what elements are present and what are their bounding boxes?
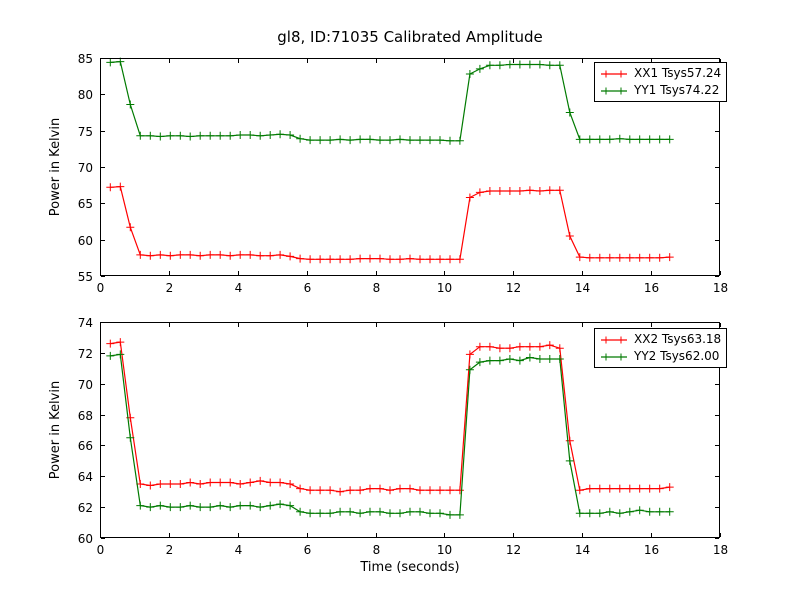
y-axis-label-top: Power in Kelvin bbox=[48, 117, 63, 217]
y-axis-label-bottom: Power in Kelvin bbox=[48, 380, 63, 480]
x-tick-label: 4 bbox=[235, 543, 243, 557]
y-tick-label: 62 bbox=[78, 501, 93, 515]
legend-line-sample-icon bbox=[601, 70, 627, 77]
y-tick-label: 72 bbox=[78, 347, 93, 361]
y-tick-label: 75 bbox=[78, 125, 93, 139]
y-tick-label: 65 bbox=[78, 197, 93, 211]
y-tick-label: 70 bbox=[78, 378, 93, 392]
x-tick-label: 0 bbox=[97, 543, 105, 557]
y-tick-label: 60 bbox=[78, 532, 93, 546]
x-tick-label: 18 bbox=[713, 281, 728, 295]
legend-top-plot: XX1 Tsys57.24 YY1 Tsys74.22 bbox=[594, 62, 728, 102]
legend-entry-yy2: YY2 Tsys62.00 bbox=[599, 349, 721, 364]
legend-line-sample-icon bbox=[601, 336, 627, 343]
series-line-xx1 bbox=[110, 185, 670, 260]
x-tick-label: 12 bbox=[506, 543, 521, 557]
series-line-xx2 bbox=[110, 341, 670, 493]
y-tick-label: 70 bbox=[78, 161, 93, 175]
series-markers-yy1 bbox=[106, 57, 674, 145]
legend-bottom-plot: XX2 Tsys63.18 YY2 Tsys62.00 bbox=[594, 328, 728, 368]
x-tick-label: 8 bbox=[373, 543, 381, 557]
x-tick-label: 8 bbox=[373, 281, 381, 295]
x-tick-label: 10 bbox=[437, 543, 452, 557]
subplot-1: 0 2 4 6 8 10 12 14 16 18 55 60 65 70 75 80 85 bbox=[78, 52, 728, 295]
y-tick-label: 85 bbox=[78, 52, 93, 66]
axes-frame bbox=[100, 58, 720, 276]
y-tick-label: 74 bbox=[78, 316, 93, 330]
y-tick-label: 60 bbox=[78, 234, 93, 248]
y-tick-label: 64 bbox=[78, 470, 93, 484]
legend-label-xx1: XX1 Tsys57.24 bbox=[634, 66, 722, 80]
x-tick-label: 14 bbox=[575, 281, 590, 295]
x-tick-label: 0 bbox=[97, 281, 105, 295]
x-tick-label: 18 bbox=[713, 543, 728, 557]
x-tick-label: 6 bbox=[304, 281, 312, 295]
x-tick-label: 16 bbox=[644, 281, 659, 295]
x-tick-label: 14 bbox=[575, 543, 590, 557]
legend-line-sample-icon bbox=[601, 353, 627, 360]
legend-label-yy1: YY1 Tsys74.22 bbox=[634, 83, 720, 97]
x-tick-label: 2 bbox=[166, 281, 174, 295]
y-tick-label: 68 bbox=[78, 409, 93, 423]
series-markers-xx1 bbox=[106, 182, 674, 264]
figure-title: gl8, ID:71035 Calibrated Amplitude bbox=[277, 28, 543, 46]
x-tick-label: 16 bbox=[644, 543, 659, 557]
x-tick-label: 12 bbox=[506, 281, 521, 295]
legend-entry-xx2: XX2 Tsys63.18 bbox=[599, 332, 721, 347]
x-axis-label: Time (seconds) bbox=[360, 560, 460, 575]
y-tick-label: 55 bbox=[78, 270, 93, 284]
series-line-yy1 bbox=[110, 60, 670, 142]
x-tick-label: 6 bbox=[304, 543, 312, 557]
y-tick-label: 66 bbox=[78, 439, 93, 453]
y-tick-label: 80 bbox=[78, 88, 93, 102]
x-tick-label: 10 bbox=[437, 281, 452, 295]
legend-entry-yy1: YY1 Tsys74.22 bbox=[599, 83, 721, 98]
legend-line-sample-icon bbox=[601, 87, 627, 94]
axes-frame bbox=[100, 322, 720, 538]
x-tick-label: 4 bbox=[235, 281, 243, 295]
legend-entry-xx1: XX1 Tsys57.24 bbox=[599, 66, 721, 81]
legend-label-yy2: YY2 Tsys62.00 bbox=[634, 349, 720, 363]
x-tick-label: 2 bbox=[166, 543, 174, 557]
series-markers-xx2 bbox=[106, 338, 674, 496]
series-markers-yy2 bbox=[106, 350, 674, 519]
legend-label-xx2: XX2 Tsys63.18 bbox=[634, 332, 722, 346]
